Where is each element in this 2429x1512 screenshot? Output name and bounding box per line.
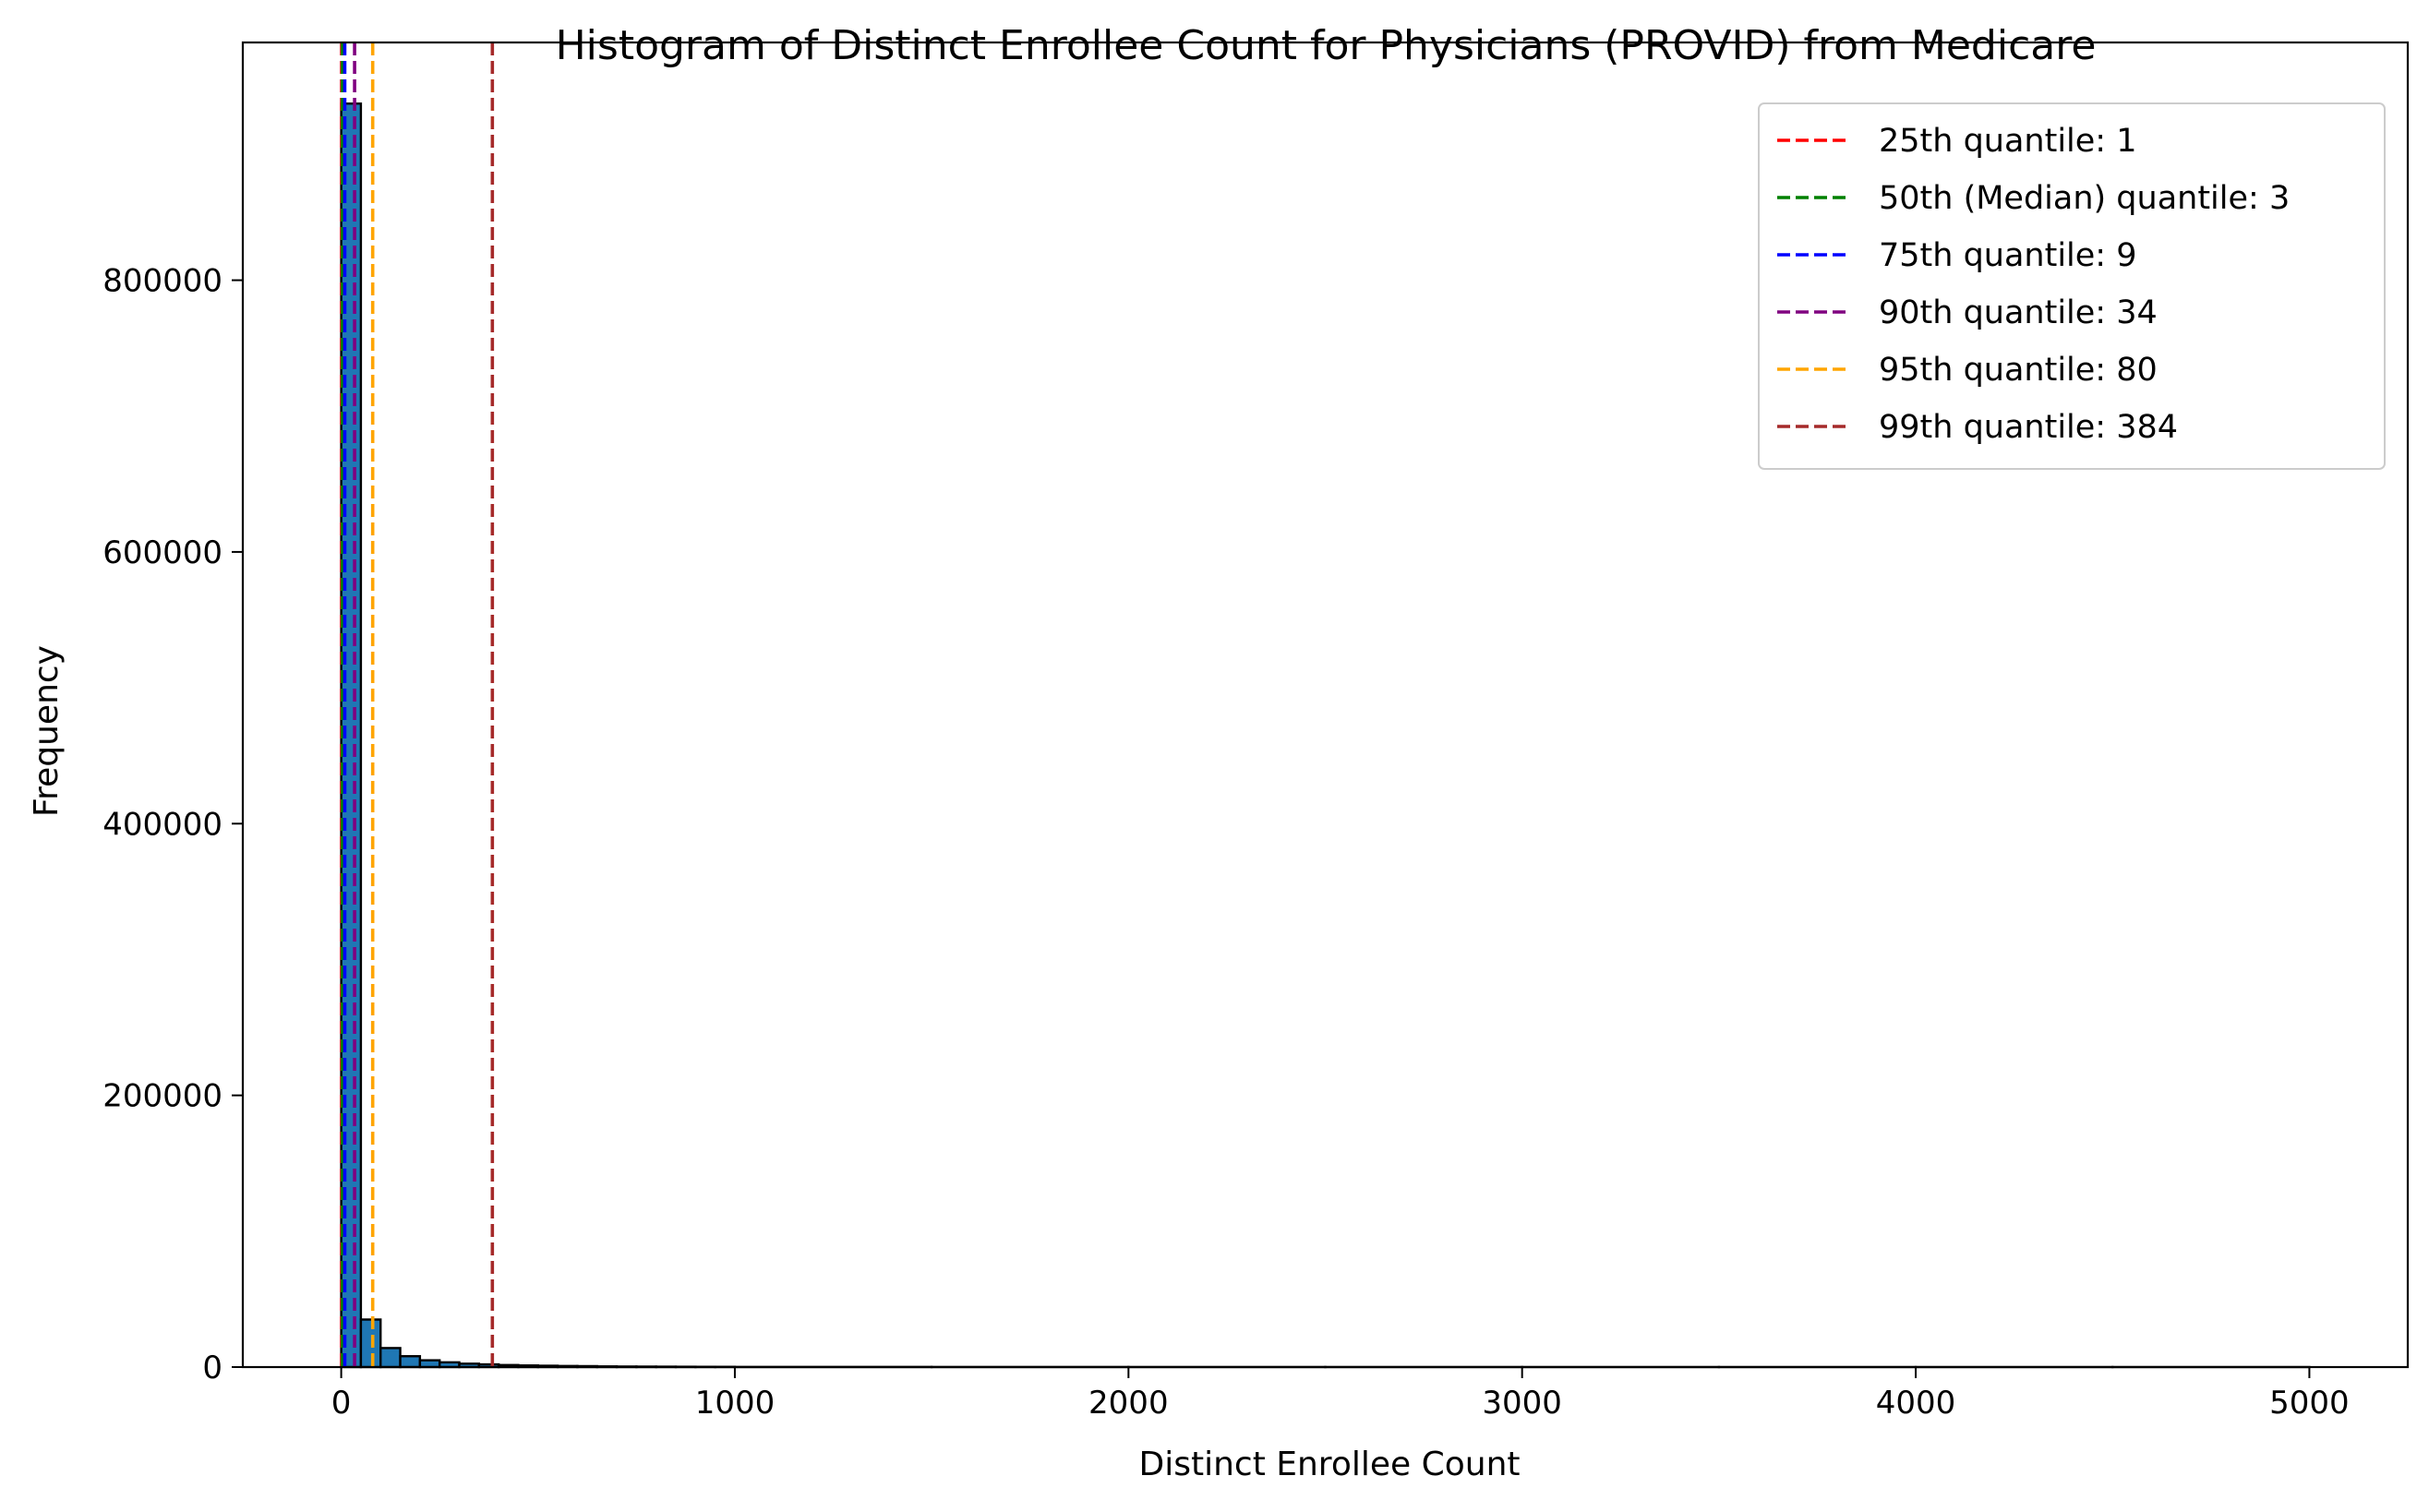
legend-label: 25th quantile: 1 [1879, 123, 2137, 160]
x-axis-label: Distinct Enrollee Count [1138, 1446, 1520, 1483]
histogram-bar [379, 1347, 402, 1369]
y-axis-label: Frequency [28, 645, 66, 817]
x-axis-ticks: 0 1000 2000 3000 4000 5000 [331, 1367, 2350, 1422]
y-tick-label: 400000 [102, 806, 222, 843]
y-axis-ticks: 0 200000 400000 600000 800000 [102, 263, 243, 1386]
x-tick-label: 4000 [1876, 1385, 1956, 1422]
histogram-bar [359, 1318, 382, 1369]
x-tick-label: 1000 [695, 1385, 776, 1422]
legend-label: 90th quantile: 34 [1879, 294, 2158, 331]
legend-label: 75th quantile: 9 [1879, 237, 2137, 274]
x-tick-label: 3000 [1482, 1385, 1562, 1422]
y-tick-label: 600000 [102, 534, 222, 571]
y-tick-label: 200000 [102, 1078, 222, 1115]
legend-label: 99th quantile: 384 [1879, 409, 2178, 446]
legend-box [1758, 102, 2386, 470]
legend: 25th quantile: 1 50th (Median) quantile: … [1758, 102, 2386, 470]
histogram-bar [399, 1355, 422, 1369]
legend-label: 95th quantile: 80 [1879, 352, 2158, 389]
legend-label: 50th (Median) quantile: 3 [1879, 180, 2290, 217]
x-tick-label: 2000 [1088, 1385, 1169, 1422]
y-tick-label: 0 [202, 1350, 222, 1386]
histogram-bar [418, 1359, 441, 1369]
chart-title: Histogram of Distinct Enrollee Count for… [556, 22, 2097, 69]
axes-frame [241, 41, 2410, 1369]
x-tick-label: 5000 [2269, 1385, 2350, 1422]
x-tick-label: 0 [331, 1385, 352, 1422]
y-tick-label: 800000 [102, 263, 222, 300]
